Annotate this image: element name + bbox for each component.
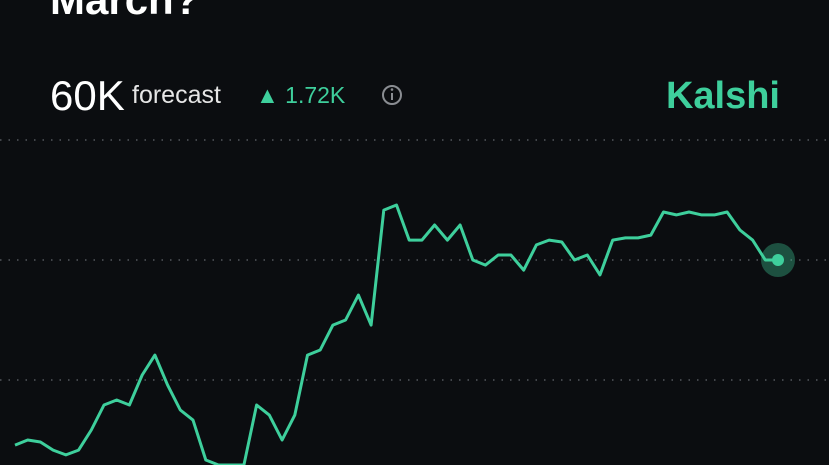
headline-value: 60K <box>50 72 125 119</box>
info-icon[interactable] <box>382 85 402 105</box>
brand: Kalshi <box>666 75 780 117</box>
series-line <box>14 203 778 465</box>
change: ▲ 1.72K <box>256 82 346 108</box>
info-circle <box>382 85 402 105</box>
headline-label: forecast <box>132 81 221 109</box>
info-dot <box>390 88 394 91</box>
end-dot <box>772 254 784 267</box>
chart-title: March? <box>50 0 199 23</box>
